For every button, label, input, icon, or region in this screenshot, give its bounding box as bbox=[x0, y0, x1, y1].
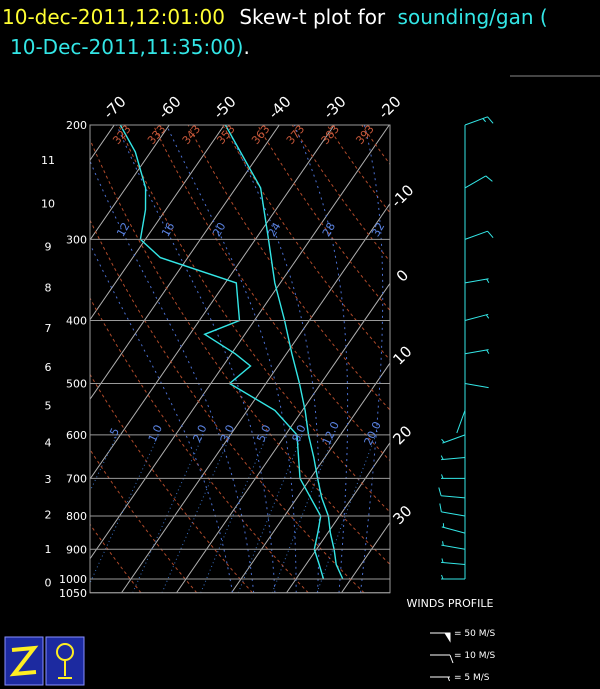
legend-barb bbox=[430, 632, 451, 643]
moist-adiabat bbox=[90, 243, 233, 593]
legend-barb bbox=[430, 654, 454, 664]
dry-adiabat bbox=[222, 125, 390, 361]
wind-barb bbox=[464, 382, 489, 389]
title-obs-time: 10-Dec-2011,11:35:00) bbox=[10, 35, 243, 59]
isotherm bbox=[231, 362, 390, 593]
pressure-label: 500 bbox=[66, 377, 87, 390]
pressure-label: 1050 bbox=[59, 587, 87, 600]
wind-barb bbox=[441, 523, 466, 534]
wind-barb bbox=[441, 574, 465, 580]
pressure-label: 1000 bbox=[59, 573, 87, 586]
moist-adiabat-label: 20 bbox=[210, 220, 228, 239]
wind-barb bbox=[440, 474, 466, 479]
dry-adiabat bbox=[118, 125, 390, 513]
moist-adiabat bbox=[166, 125, 297, 593]
wind-barb bbox=[464, 349, 490, 355]
height-label: 3 bbox=[45, 473, 52, 486]
wind-barb bbox=[456, 410, 466, 434]
mixing-ratio-label: .5 bbox=[106, 426, 122, 441]
dry-adiabat bbox=[90, 219, 365, 593]
moist-adiabat-label: 24 bbox=[265, 220, 283, 239]
isotherm bbox=[90, 125, 280, 401]
mixing-ratio-line bbox=[132, 434, 204, 593]
title-line-1: 10-dec-2011,12:01:00 Skew-t plot for sou… bbox=[2, 5, 548, 29]
isotherm bbox=[90, 125, 390, 560]
isotherm bbox=[90, 125, 225, 321]
wind-barb bbox=[464, 230, 494, 240]
legend-barb bbox=[430, 676, 450, 682]
pressure-label: 800 bbox=[66, 510, 87, 523]
pressure-label: 200 bbox=[66, 119, 87, 132]
title-station: sounding/gan ( bbox=[398, 5, 548, 29]
isotherm bbox=[286, 441, 390, 593]
winds-title: WINDS PROFILE bbox=[407, 597, 494, 610]
dry-adiabat bbox=[90, 297, 309, 593]
pressure-label: 400 bbox=[66, 315, 87, 328]
height-label: 10 bbox=[41, 198, 55, 211]
height-label: 6 bbox=[45, 361, 52, 374]
height-label: 2 bbox=[45, 508, 52, 521]
height-label: 5 bbox=[45, 399, 52, 412]
height-label: 1 bbox=[45, 543, 52, 556]
height-label: 0 bbox=[45, 577, 52, 590]
legend-label: = 10 M/S bbox=[454, 651, 496, 661]
height-label: 4 bbox=[45, 437, 52, 450]
mixing-ratio-line bbox=[316, 434, 377, 593]
isotherm bbox=[90, 125, 335, 480]
pressure-label: 900 bbox=[66, 543, 87, 556]
wind-barb bbox=[464, 278, 490, 284]
height-label: 9 bbox=[45, 240, 52, 253]
title-time: 10-dec-2011,12:01:00 bbox=[2, 5, 225, 29]
wind-barb bbox=[464, 116, 494, 126]
wind-barb bbox=[441, 541, 466, 550]
pressure-label: 600 bbox=[66, 429, 87, 442]
mixing-ratio-line bbox=[271, 434, 335, 593]
moist-adiabat-label: 16 bbox=[159, 220, 177, 239]
moist-adiabat bbox=[90, 159, 255, 593]
wind-barb bbox=[464, 175, 493, 189]
height-label: 7 bbox=[45, 322, 52, 335]
wind-barb bbox=[464, 313, 490, 322]
title-text: Skew-t plot for bbox=[239, 5, 386, 29]
wind-barb bbox=[438, 487, 466, 499]
title-end: . bbox=[243, 35, 249, 59]
dry-adiabat bbox=[257, 125, 390, 312]
title-line-2: 10-Dec-2011,11:35:00). bbox=[10, 35, 250, 59]
isotherm bbox=[90, 125, 170, 241]
moist-adiabat-label: 12 bbox=[114, 220, 132, 239]
pressure-label: 300 bbox=[66, 233, 87, 246]
height-label: 11 bbox=[41, 154, 55, 167]
dry-adiabat bbox=[90, 373, 253, 593]
height-label: 8 bbox=[45, 282, 52, 295]
moist-adiabat bbox=[116, 125, 276, 593]
pressure-label: 700 bbox=[66, 472, 87, 485]
legend-label: = 50 M/S bbox=[454, 629, 496, 639]
wind-barb bbox=[439, 503, 466, 517]
wind-barb bbox=[441, 558, 466, 566]
wind-barb bbox=[440, 455, 466, 461]
plot-frame bbox=[89, 124, 391, 594]
logo-z bbox=[9, 645, 39, 677]
logos bbox=[4, 636, 85, 686]
isotherm bbox=[121, 202, 390, 593]
isotherm bbox=[176, 282, 390, 593]
moist-adiabat bbox=[225, 125, 320, 593]
legend-label: = 5 M/S bbox=[454, 673, 490, 683]
plot-area bbox=[90, 125, 390, 593]
moist-adiabat-label: 28 bbox=[320, 220, 338, 239]
dewpoint-profile bbox=[119, 125, 325, 580]
moist-adiabat-label: 32 bbox=[369, 220, 387, 239]
wind-barb bbox=[441, 434, 466, 444]
logo-string bbox=[58, 660, 72, 679]
